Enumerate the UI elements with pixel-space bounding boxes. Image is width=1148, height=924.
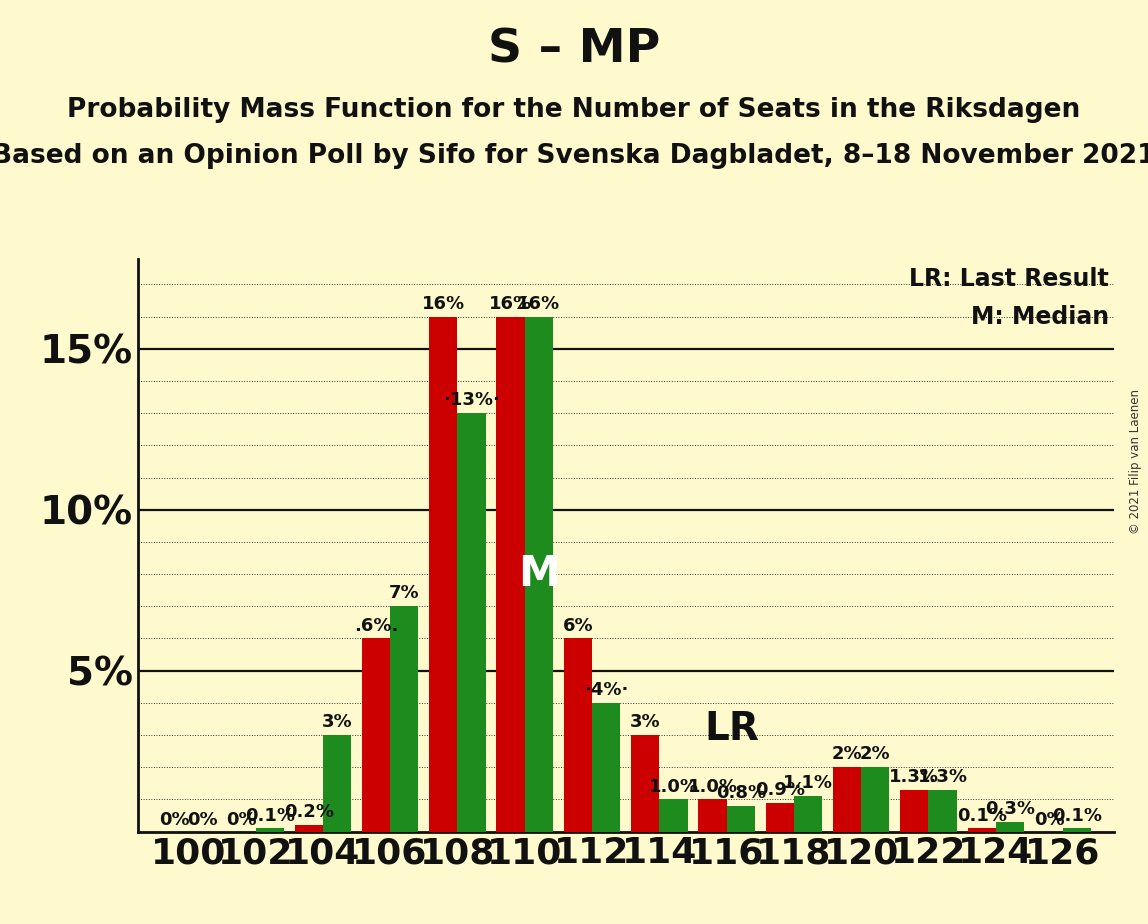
Bar (429, 317, 457, 832)
Bar (323, 736, 351, 832)
Bar (929, 790, 956, 832)
Text: 6%: 6% (563, 616, 594, 635)
Bar (457, 413, 486, 832)
Text: 16%: 16% (518, 295, 560, 313)
Text: 0.1%: 0.1% (1053, 807, 1102, 824)
Text: 0.3%: 0.3% (985, 800, 1035, 818)
Text: .6%.: .6%. (354, 616, 398, 635)
Text: 1.3%: 1.3% (890, 768, 939, 786)
Text: ·4%·: ·4%· (584, 681, 628, 699)
Text: LR: Last Result: LR: Last Result (909, 267, 1109, 291)
Bar (766, 803, 794, 832)
Bar (698, 799, 727, 832)
Text: 0%: 0% (226, 811, 257, 829)
Bar (525, 317, 553, 832)
Bar (1063, 829, 1092, 832)
Bar (861, 767, 890, 832)
Text: S – MP: S – MP (488, 28, 660, 73)
Bar (833, 767, 861, 832)
Text: 1.0%: 1.0% (688, 778, 737, 796)
Text: © 2021 Filip van Laenen: © 2021 Filip van Laenen (1130, 390, 1142, 534)
Text: 1.1%: 1.1% (783, 774, 833, 793)
Bar (659, 799, 688, 832)
Bar (995, 822, 1024, 832)
Text: Based on an Opinion Poll by Sifo for Svenska Dagbladet, 8–18 November 2021: Based on an Opinion Poll by Sifo for Sve… (0, 143, 1148, 169)
Text: 0.9%: 0.9% (754, 781, 805, 798)
Text: M: M (518, 553, 559, 595)
Text: 0.1%: 0.1% (956, 807, 1007, 824)
Text: 0.2%: 0.2% (284, 803, 334, 821)
Bar (794, 796, 822, 832)
Bar (631, 736, 659, 832)
Text: 16%: 16% (421, 295, 465, 313)
Bar (564, 638, 592, 832)
Text: 0%: 0% (1033, 811, 1064, 829)
Text: 0.1%: 0.1% (245, 807, 295, 824)
Text: 3%: 3% (630, 713, 660, 731)
Bar (256, 829, 284, 832)
Bar (727, 806, 755, 832)
Text: 7%: 7% (389, 585, 419, 602)
Text: 16%: 16% (489, 295, 533, 313)
Text: LR: LR (705, 710, 759, 748)
Bar (900, 790, 929, 832)
Bar (390, 606, 418, 832)
Bar (295, 825, 323, 832)
Text: 1.3%: 1.3% (917, 768, 968, 786)
Bar (496, 317, 525, 832)
Text: 2%: 2% (860, 746, 891, 763)
Text: M: Median: M: Median (970, 305, 1109, 329)
Text: 3%: 3% (321, 713, 352, 731)
Text: 2%: 2% (832, 746, 862, 763)
Text: Probability Mass Function for the Number of Seats in the Riksdagen: Probability Mass Function for the Number… (68, 97, 1080, 123)
Bar (362, 638, 390, 832)
Text: 0%: 0% (158, 811, 189, 829)
Text: 0.8%: 0.8% (715, 784, 766, 802)
Bar (968, 829, 995, 832)
Text: 1.0%: 1.0% (649, 778, 698, 796)
Text: ·13%·: ·13%· (443, 392, 501, 409)
Bar (592, 703, 620, 832)
Text: 0%: 0% (187, 811, 218, 829)
